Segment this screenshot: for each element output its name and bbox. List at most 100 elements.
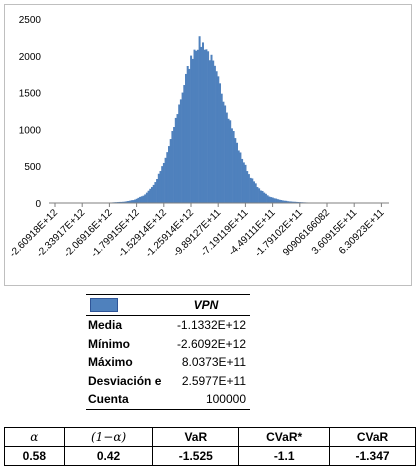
histogram-bar	[271, 197, 274, 203]
histogram-bar	[147, 190, 150, 203]
histogram-bar	[132, 200, 135, 203]
histogram-bar	[268, 196, 271, 203]
histogram-bar	[251, 178, 254, 203]
histogram-bar	[125, 201, 128, 203]
histogram-bar	[246, 171, 249, 203]
risk-metrics-table: α (1−α) VaR CVaR* CVaR 0.58 0.42 -1.525 …	[4, 427, 416, 466]
histogram-bar	[151, 187, 153, 203]
histogram-bar	[287, 201, 289, 203]
histogram-bar	[181, 92, 184, 203]
histogram-bar	[237, 150, 240, 203]
histogram-bar	[134, 199, 136, 203]
histogram-bar	[234, 138, 237, 203]
histogram-bar	[159, 171, 162, 203]
histogram-bar	[162, 162, 165, 203]
histogram-bar	[202, 42, 204, 203]
histogram-bar	[285, 200, 288, 203]
y-tick-label: 2500	[19, 15, 42, 26]
histogram-bar	[140, 196, 143, 203]
histogram-bar	[128, 200, 131, 203]
histogram-bar	[127, 201, 130, 203]
histogram-bar	[166, 152, 169, 203]
stats-row-label: Mínimo	[88, 336, 130, 351]
stats-row-value: 100000	[205, 392, 246, 406]
histogram-bar	[219, 83, 221, 203]
histogram-bar	[222, 101, 225, 203]
y-tick-label: 1000	[19, 125, 42, 136]
histogram-bar	[164, 157, 167, 203]
histogram-bar	[278, 199, 281, 203]
histogram-bar	[188, 68, 191, 203]
histogram-bar	[203, 49, 206, 203]
histogram-bar	[190, 55, 193, 204]
histogram-bar	[288, 201, 291, 203]
histogram-bar	[207, 51, 210, 203]
stats-row-value: 2.5977E+11	[181, 373, 246, 388]
histogram-bar	[280, 200, 283, 203]
histogram-bar	[171, 131, 174, 203]
histogram-bar	[224, 105, 227, 203]
histogram-bar	[295, 201, 298, 203]
histogram-bar	[276, 199, 279, 203]
histogram-bar	[122, 201, 125, 203]
cvar-value: -1.347	[329, 446, 416, 466]
histogram-bar	[205, 49, 208, 203]
histogram-bar	[185, 73, 187, 204]
histogram-bar	[193, 49, 196, 203]
histogram-bar	[254, 183, 257, 203]
histogram-bar	[232, 131, 235, 203]
histogram-bar	[217, 76, 220, 203]
histogram-bar	[123, 201, 126, 203]
histogram-bar	[154, 182, 157, 203]
y-tick-label: 1500	[19, 89, 42, 100]
y-tick-label: 0	[35, 199, 41, 210]
cvar-star-value: -1.1	[238, 446, 331, 466]
histogram-bar	[152, 184, 155, 203]
histogram-bar	[275, 198, 278, 203]
histogram-bar	[168, 146, 170, 203]
histogram-bar	[120, 201, 123, 203]
stats-row-max: Máximo 8.0373E+11	[86, 353, 250, 372]
one-minus-alpha-header: (1−α)	[63, 427, 154, 447]
histogram-bar	[173, 127, 176, 203]
histogram-bar	[259, 190, 262, 203]
stats-row-count: Cuenta 100000	[86, 390, 250, 410]
histogram-bar	[258, 188, 261, 203]
histogram-bar	[142, 195, 145, 203]
histogram-bar	[225, 112, 228, 203]
risk-header-row: α (1−α) VaR CVaR* CVaR	[4, 427, 416, 447]
histogram-bar	[213, 65, 216, 203]
histogram-bar	[179, 99, 182, 203]
stats-header: VPN	[86, 294, 250, 316]
stats-row-label: Media	[88, 318, 123, 332]
histogram-bar	[137, 197, 140, 203]
histogram-bar	[270, 197, 272, 203]
histogram-bar	[200, 46, 203, 204]
stats-row-min: Mínimo -2.6092E+12	[86, 335, 250, 354]
histogram-bar	[186, 66, 189, 203]
risk-value-row: 0.58 0.42 -1.525 -1.1 -1.347	[4, 446, 416, 466]
histogram-bar	[149, 188, 152, 203]
histogram-bar	[215, 71, 218, 203]
histogram-bar	[135, 198, 138, 203]
histogram-bar	[261, 190, 264, 203]
histogram-svg: 05001000150020002500-2.60918E+12-2.33917…	[8, 15, 389, 260]
histogram-bar	[169, 139, 172, 203]
stats-row-stddev: Desviación e 2.5977E+11	[86, 372, 250, 391]
histogram-bar	[196, 49, 199, 203]
alpha-header: α	[4, 427, 65, 447]
alpha-value: 0.58	[4, 446, 65, 466]
histogram-bar	[183, 85, 186, 203]
histogram-bar	[264, 193, 267, 203]
histogram-bar	[130, 200, 133, 203]
histogram-bar	[292, 201, 295, 203]
legend-swatch	[90, 298, 118, 312]
histogram-bar	[210, 54, 213, 203]
y-tick-label: 500	[24, 162, 41, 173]
histogram-bar	[176, 114, 179, 203]
histogram-bar	[283, 200, 286, 203]
histogram-bar	[191, 58, 194, 203]
histogram-bar	[157, 173, 160, 203]
stats-row-label: Máximo	[88, 355, 133, 369]
histogram-bar	[266, 195, 269, 203]
